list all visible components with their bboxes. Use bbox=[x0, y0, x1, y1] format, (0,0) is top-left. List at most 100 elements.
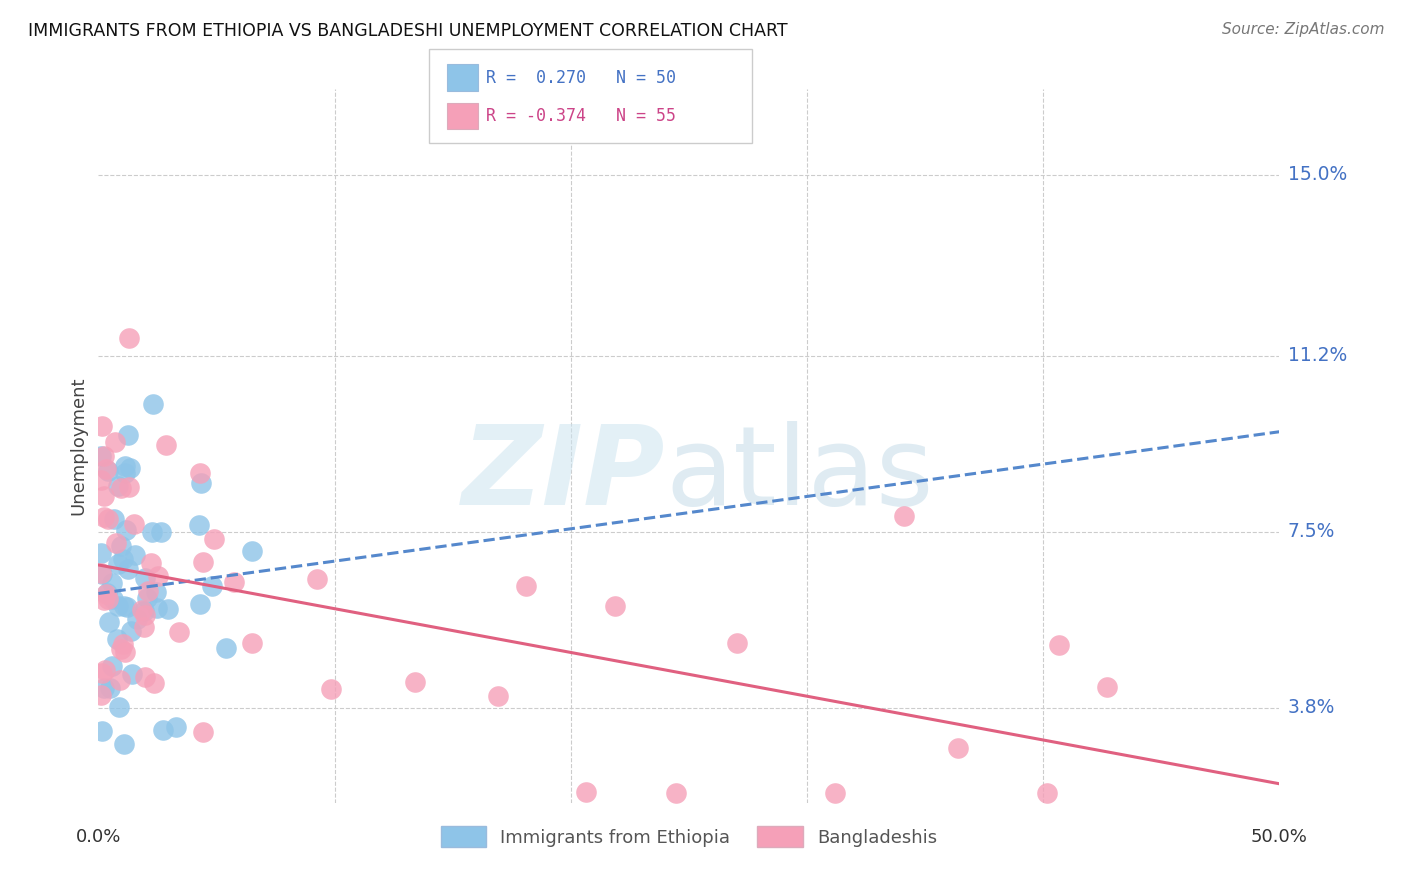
Point bbox=[131, 603, 153, 617]
Point bbox=[108, 699, 131, 714]
Point bbox=[100, 576, 122, 591]
Point bbox=[97, 512, 120, 526]
Point bbox=[605, 599, 627, 613]
Point bbox=[146, 568, 169, 582]
Point bbox=[90, 566, 112, 581]
Point bbox=[120, 624, 142, 639]
Point bbox=[93, 509, 115, 524]
Point bbox=[93, 681, 115, 695]
Point bbox=[134, 608, 156, 623]
Point bbox=[101, 659, 124, 673]
Text: R = -0.374   N = 55: R = -0.374 N = 55 bbox=[486, 107, 676, 125]
Point bbox=[165, 720, 187, 734]
Point bbox=[90, 545, 112, 559]
Point bbox=[117, 562, 139, 576]
Point bbox=[107, 599, 129, 614]
Point bbox=[114, 645, 136, 659]
Point bbox=[202, 532, 225, 546]
Point bbox=[824, 786, 846, 800]
Point bbox=[93, 663, 115, 677]
Point bbox=[124, 516, 146, 531]
Point bbox=[107, 557, 129, 571]
Point bbox=[149, 524, 172, 539]
Point bbox=[90, 474, 112, 488]
Point bbox=[112, 599, 135, 613]
Point bbox=[134, 670, 156, 684]
Point bbox=[101, 592, 124, 607]
Text: R =  0.270   N = 50: R = 0.270 N = 50 bbox=[486, 69, 676, 87]
Text: IMMIGRANTS FROM ETHIOPIA VS BANGLADESHI UNEMPLOYMENT CORRELATION CHART: IMMIGRANTS FROM ETHIOPIA VS BANGLADESHI … bbox=[28, 22, 787, 40]
Text: 7.5%: 7.5% bbox=[1288, 522, 1336, 541]
Y-axis label: Unemployment: Unemployment bbox=[69, 376, 87, 516]
Point bbox=[121, 666, 143, 681]
Text: atlas: atlas bbox=[665, 421, 934, 528]
Point bbox=[93, 489, 115, 503]
Point bbox=[142, 397, 165, 411]
Point bbox=[110, 481, 132, 495]
Point bbox=[96, 586, 118, 600]
Point bbox=[142, 676, 165, 690]
Point bbox=[138, 584, 160, 599]
Point bbox=[124, 548, 146, 562]
Point bbox=[97, 464, 120, 478]
Point bbox=[1049, 639, 1071, 653]
Point bbox=[135, 591, 157, 605]
Text: Source: ZipAtlas.com: Source: ZipAtlas.com bbox=[1222, 22, 1385, 37]
Point bbox=[117, 427, 139, 442]
Point bbox=[319, 682, 342, 697]
Point bbox=[224, 574, 246, 589]
Point bbox=[305, 572, 328, 586]
Point bbox=[167, 625, 190, 640]
Text: 11.2%: 11.2% bbox=[1288, 346, 1347, 365]
Point bbox=[105, 535, 128, 549]
Point bbox=[191, 555, 214, 569]
Point bbox=[190, 467, 212, 481]
Point bbox=[94, 462, 117, 476]
Point bbox=[486, 690, 509, 704]
Text: 15.0%: 15.0% bbox=[1288, 165, 1347, 185]
Text: ZIP: ZIP bbox=[461, 421, 665, 528]
Point bbox=[91, 665, 114, 680]
Point bbox=[94, 587, 117, 601]
Point bbox=[114, 467, 136, 481]
Point bbox=[115, 523, 138, 537]
Point bbox=[115, 599, 138, 614]
Point bbox=[118, 480, 141, 494]
Point bbox=[132, 605, 155, 619]
Point bbox=[93, 592, 115, 607]
Point bbox=[240, 543, 263, 558]
Point bbox=[98, 681, 121, 696]
Point bbox=[110, 642, 132, 657]
Point bbox=[725, 636, 748, 650]
Point bbox=[96, 591, 118, 606]
Text: 3.8%: 3.8% bbox=[1288, 698, 1336, 717]
Text: 0.0%: 0.0% bbox=[76, 828, 121, 846]
Point bbox=[1097, 680, 1119, 694]
Point bbox=[240, 636, 263, 650]
Point bbox=[127, 612, 149, 626]
Point bbox=[118, 331, 141, 345]
Point bbox=[118, 461, 141, 475]
Point bbox=[97, 615, 120, 629]
Point bbox=[404, 675, 426, 690]
Point bbox=[156, 602, 179, 616]
Point bbox=[93, 449, 115, 463]
Point bbox=[155, 438, 177, 452]
Point bbox=[188, 518, 211, 533]
Point bbox=[103, 512, 125, 526]
Point bbox=[152, 723, 174, 738]
Point bbox=[111, 552, 134, 566]
Point bbox=[111, 637, 134, 651]
Point bbox=[215, 640, 238, 655]
Point bbox=[141, 524, 163, 539]
Point bbox=[190, 597, 212, 611]
Point bbox=[90, 449, 112, 463]
Point bbox=[946, 741, 969, 756]
Point bbox=[132, 620, 155, 634]
Point bbox=[191, 725, 214, 739]
Legend: Immigrants from Ethiopia, Bangladeshis: Immigrants from Ethiopia, Bangladeshis bbox=[433, 819, 945, 855]
Text: 50.0%: 50.0% bbox=[1251, 828, 1308, 846]
Point bbox=[114, 459, 136, 474]
Point bbox=[104, 435, 127, 450]
Point bbox=[112, 737, 135, 751]
